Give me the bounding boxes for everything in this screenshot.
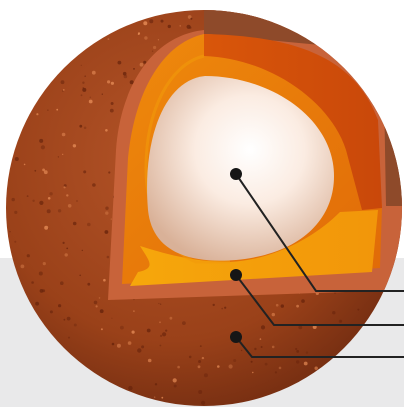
inner-core-layer (147, 76, 334, 261)
outer-core-leader (235, 274, 404, 326)
outer-core-marker (230, 269, 242, 281)
inner-core-leader (235, 173, 404, 292)
crust-marker (230, 331, 242, 343)
mantle-layer-right (204, 34, 382, 210)
crust-leader (235, 336, 404, 358)
callout-lines (230, 168, 404, 358)
inner-core-marker (230, 168, 242, 180)
outer-core-layer (130, 210, 378, 286)
